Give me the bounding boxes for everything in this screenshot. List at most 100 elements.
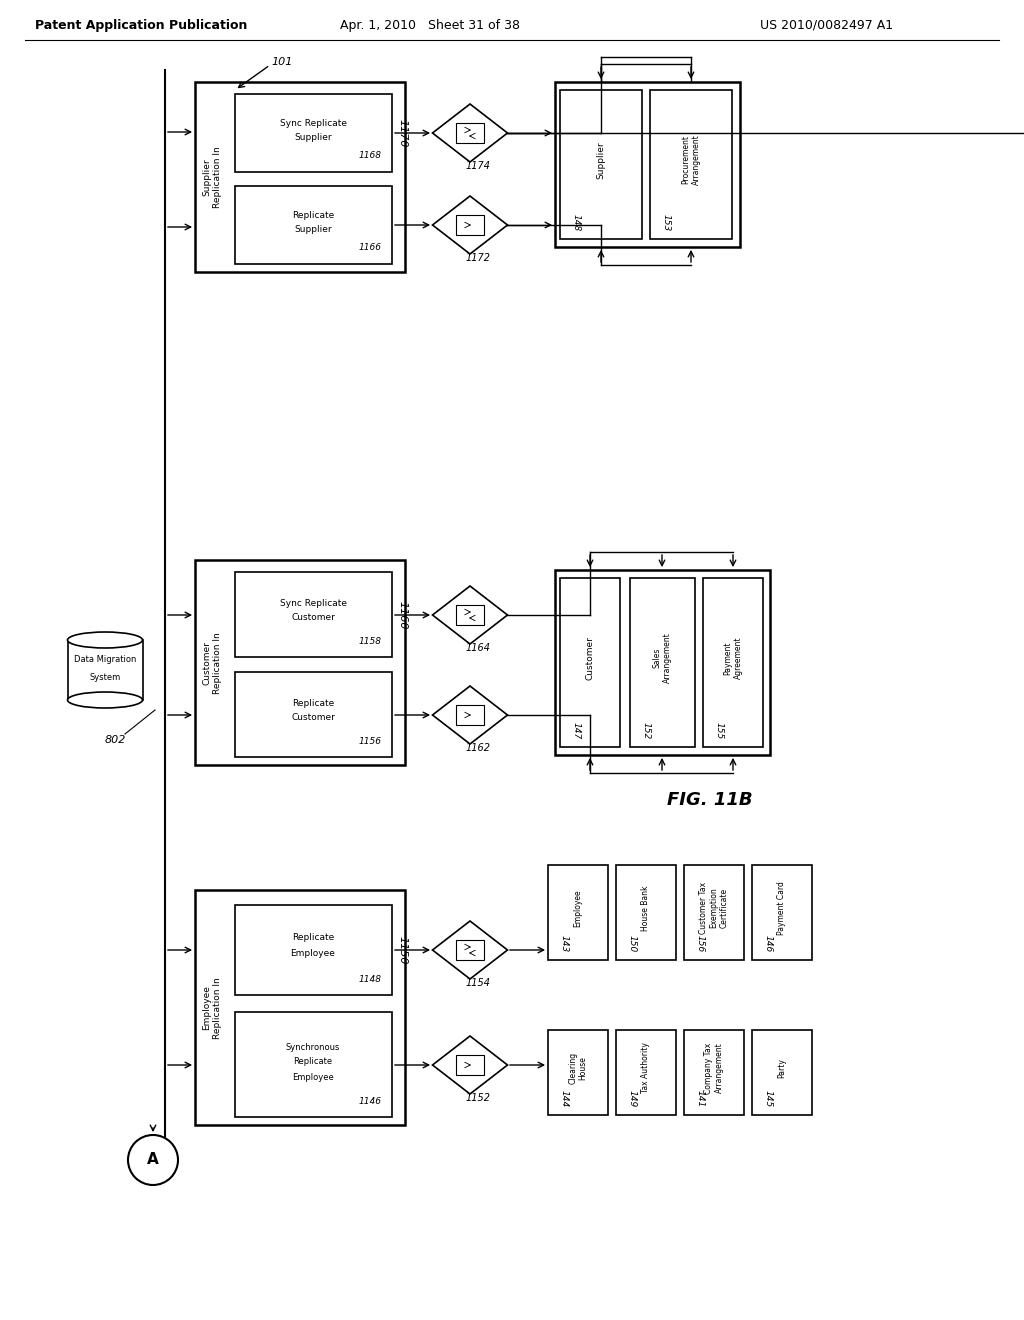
Text: 145: 145 <box>764 1090 772 1107</box>
Text: 1156: 1156 <box>358 737 382 746</box>
Circle shape <box>128 1135 178 1185</box>
Text: Employee: Employee <box>291 949 336 957</box>
Text: Clearing
House: Clearing House <box>568 1052 588 1084</box>
Bar <box>195 82 406 272</box>
Text: 149: 149 <box>628 1090 637 1107</box>
Text: Supplier: Supplier <box>294 133 332 143</box>
Text: 155: 155 <box>715 722 724 739</box>
Text: Replicate: Replicate <box>292 933 334 942</box>
Bar <box>752 865 812 960</box>
Bar <box>684 1030 744 1115</box>
Text: Apr. 1, 2010   Sheet 31 of 38: Apr. 1, 2010 Sheet 31 of 38 <box>340 18 520 32</box>
Bar <box>68 640 143 700</box>
Bar <box>234 572 392 657</box>
Bar <box>548 865 608 960</box>
Text: 1154: 1154 <box>466 978 490 987</box>
Text: 143: 143 <box>559 936 568 953</box>
Text: Customer: Customer <box>586 636 595 680</box>
Text: FIG. 11B: FIG. 11B <box>668 791 753 809</box>
Text: 150: 150 <box>628 936 637 953</box>
Text: 1172: 1172 <box>466 253 490 263</box>
Text: 148: 148 <box>571 214 581 231</box>
Text: Replicate: Replicate <box>294 1057 333 1067</box>
Bar <box>195 560 406 766</box>
Text: Sales
Arrangement: Sales Arrangement <box>652 632 672 684</box>
Text: Procurement
Arrangement: Procurement Arrangement <box>681 135 700 185</box>
Polygon shape <box>432 195 508 253</box>
Text: Customer Tax
Exemption
Certificate: Customer Tax Exemption Certificate <box>699 882 729 935</box>
Bar <box>684 865 744 960</box>
Text: Supplier
Replication In: Supplier Replication In <box>203 147 222 207</box>
Text: Supplier: Supplier <box>597 141 605 178</box>
Polygon shape <box>432 1036 508 1094</box>
Text: Customer
Replication In: Customer Replication In <box>203 632 222 694</box>
Text: 146: 146 <box>764 936 772 953</box>
Text: 1166: 1166 <box>358 243 382 252</box>
Text: Tax Authority: Tax Authority <box>641 1043 650 1093</box>
Text: Employee: Employee <box>573 890 583 927</box>
Text: 144: 144 <box>559 1090 568 1107</box>
Bar <box>456 1055 484 1074</box>
Text: System: System <box>89 673 121 682</box>
Bar <box>752 1030 812 1115</box>
Text: Party: Party <box>777 1059 786 1078</box>
Polygon shape <box>432 586 508 644</box>
Text: Customer: Customer <box>291 614 335 623</box>
Bar <box>555 570 770 755</box>
Text: Replicate: Replicate <box>292 210 334 219</box>
Polygon shape <box>432 686 508 744</box>
Bar <box>560 90 642 239</box>
Text: 1174: 1174 <box>466 161 490 172</box>
Bar <box>234 672 392 756</box>
Text: 1148: 1148 <box>358 974 382 983</box>
Bar <box>616 865 676 960</box>
Text: Supplier: Supplier <box>294 226 332 235</box>
Bar <box>555 82 740 247</box>
Text: Employee
Replication In: Employee Replication In <box>203 977 222 1039</box>
Bar <box>195 890 406 1125</box>
Ellipse shape <box>68 692 142 708</box>
Text: Synchronous: Synchronous <box>286 1043 340 1052</box>
Text: 1170: 1170 <box>397 119 407 148</box>
Text: Patent Application Publication: Patent Application Publication <box>35 18 248 32</box>
Bar <box>456 940 484 960</box>
Text: 101: 101 <box>271 57 293 67</box>
Text: A: A <box>147 1152 159 1167</box>
Bar <box>703 578 763 747</box>
Text: House Bank: House Bank <box>641 886 650 931</box>
Text: 1160: 1160 <box>397 601 407 630</box>
Text: 1146: 1146 <box>358 1097 382 1106</box>
Bar <box>650 90 732 239</box>
Bar <box>456 705 484 725</box>
Polygon shape <box>432 104 508 162</box>
Text: Payment Card: Payment Card <box>777 880 786 935</box>
Text: Sync Replicate: Sync Replicate <box>280 598 346 607</box>
Text: 156: 156 <box>695 936 705 953</box>
Bar <box>456 605 484 624</box>
Text: Sync Replicate: Sync Replicate <box>280 119 346 128</box>
Bar <box>616 1030 676 1115</box>
Text: 1164: 1164 <box>466 643 490 653</box>
Bar <box>560 578 620 747</box>
Text: Company Tax
Arrangement: Company Tax Arrangement <box>705 1043 724 1094</box>
Bar <box>548 1030 608 1115</box>
Text: Employee: Employee <box>292 1072 334 1081</box>
Text: Data Migration: Data Migration <box>74 656 136 664</box>
Bar <box>234 906 392 995</box>
Text: 153: 153 <box>662 214 671 231</box>
Text: 147: 147 <box>571 722 581 739</box>
Text: Replicate: Replicate <box>292 698 334 708</box>
Text: US 2010/0082497 A1: US 2010/0082497 A1 <box>760 18 893 32</box>
Text: 141: 141 <box>695 1090 705 1107</box>
Bar <box>234 94 392 172</box>
Text: 152: 152 <box>641 722 650 739</box>
Text: 1150: 1150 <box>397 936 407 964</box>
Text: 802: 802 <box>104 735 126 744</box>
Polygon shape <box>432 921 508 979</box>
Text: 1152: 1152 <box>466 1093 490 1104</box>
Text: 1168: 1168 <box>358 152 382 161</box>
Text: Customer: Customer <box>291 714 335 722</box>
Bar <box>456 123 484 143</box>
Bar <box>456 215 484 235</box>
Text: Payment
Agreement: Payment Agreement <box>723 636 742 680</box>
